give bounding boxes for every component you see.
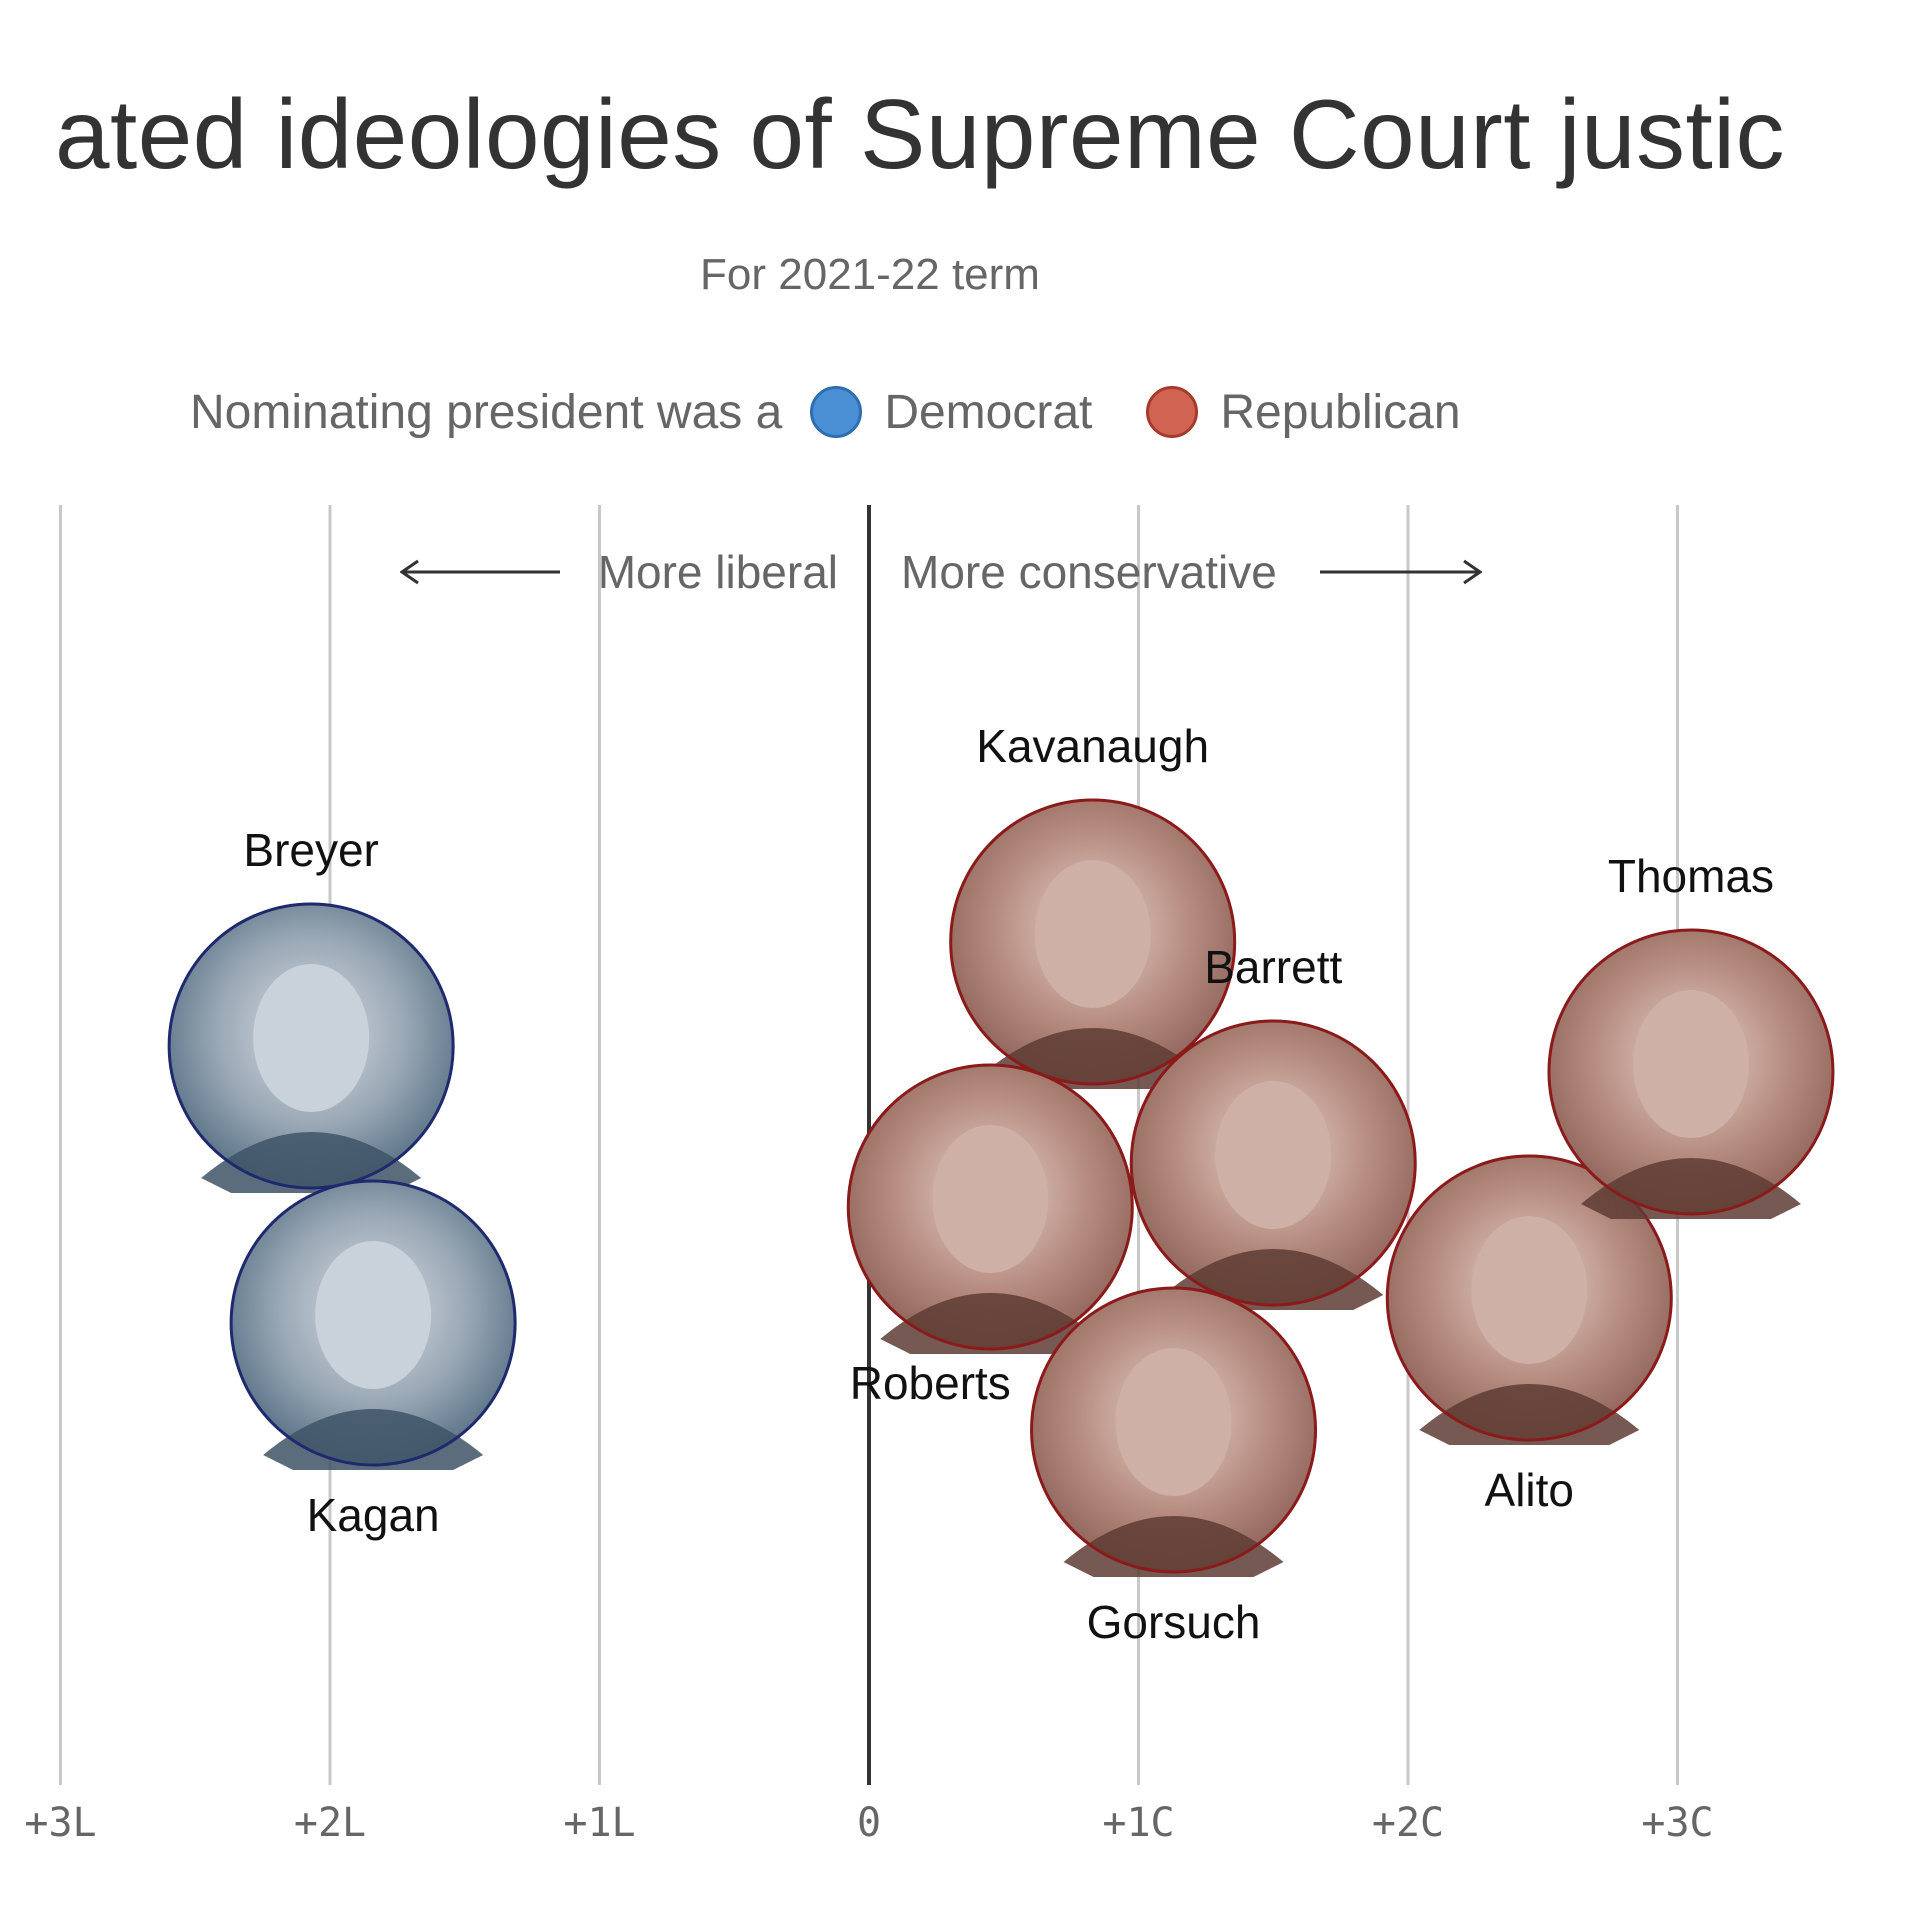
party-ring bbox=[1129, 1019, 1417, 1307]
justice-name-label: Thomas bbox=[1608, 850, 1774, 902]
portrait-head bbox=[1034, 860, 1151, 1008]
portrait-head bbox=[1115, 1348, 1232, 1496]
x-tick-label: +2L bbox=[294, 1800, 366, 1846]
x-tick-label: +1C bbox=[1102, 1800, 1174, 1846]
justice-point-kavanaugh: Kavanaugh bbox=[949, 720, 1237, 1089]
justice-point-breyer: Breyer bbox=[167, 824, 455, 1193]
portrait-head bbox=[1215, 1081, 1332, 1229]
party-ring bbox=[1547, 928, 1835, 1216]
x-tick-label: +3C bbox=[1641, 1800, 1713, 1846]
portrait-head bbox=[1471, 1216, 1588, 1364]
legend-democrat-label: Democrat bbox=[884, 385, 1093, 439]
justice-name-label: Barrett bbox=[1204, 941, 1342, 993]
x-tick-label: +2C bbox=[1372, 1800, 1444, 1846]
justice-name-label: Kagan bbox=[307, 1489, 440, 1541]
x-tick-label: 0 bbox=[857, 1800, 881, 1846]
justice-point-thomas: Thomas bbox=[1547, 850, 1835, 1219]
republican-legend-dot bbox=[1146, 386, 1199, 438]
democrat-legend-dot bbox=[810, 386, 863, 438]
justice-point-gorsuch: Gorsuch bbox=[1030, 1286, 1318, 1648]
party-ring bbox=[167, 902, 455, 1190]
legend-republican-label: Republican bbox=[1220, 385, 1461, 439]
more-liberal-label: More liberal bbox=[598, 546, 838, 598]
justice-name-label: Roberts bbox=[850, 1357, 1011, 1409]
justice-name-label: Kavanaugh bbox=[976, 720, 1209, 772]
chart-title: ated ideologies of Supreme Court justic bbox=[54, 79, 1785, 189]
party-ring bbox=[1030, 1286, 1318, 1574]
x-tick-label: +1L bbox=[563, 1800, 635, 1846]
portrait-head bbox=[253, 964, 370, 1112]
justice-point-alito: Alito bbox=[1385, 1154, 1673, 1516]
party-ring bbox=[846, 1063, 1134, 1351]
portrait-head bbox=[315, 1241, 432, 1389]
x-tick-label: +3L bbox=[24, 1800, 96, 1846]
party-ring bbox=[1385, 1154, 1673, 1442]
justice-name-label: Breyer bbox=[243, 824, 378, 876]
portrait-head bbox=[1632, 990, 1749, 1138]
party-ring bbox=[229, 1179, 517, 1467]
more-conservative-label: More conservative bbox=[901, 546, 1277, 598]
party-ring bbox=[949, 798, 1237, 1086]
justice-point-kagan: Kagan bbox=[229, 1179, 517, 1541]
justice-name-label: Alito bbox=[1485, 1464, 1574, 1516]
justice-point-roberts: Roberts bbox=[846, 1063, 1134, 1409]
portrait-head bbox=[932, 1125, 1049, 1273]
justice-name-label: Gorsuch bbox=[1087, 1596, 1261, 1648]
chart-subtitle: For 2021-22 term bbox=[700, 250, 1040, 299]
legend: Nominating president was a Democrat Repu… bbox=[190, 384, 1461, 440]
legend-prefix: Nominating president was a bbox=[190, 385, 783, 439]
